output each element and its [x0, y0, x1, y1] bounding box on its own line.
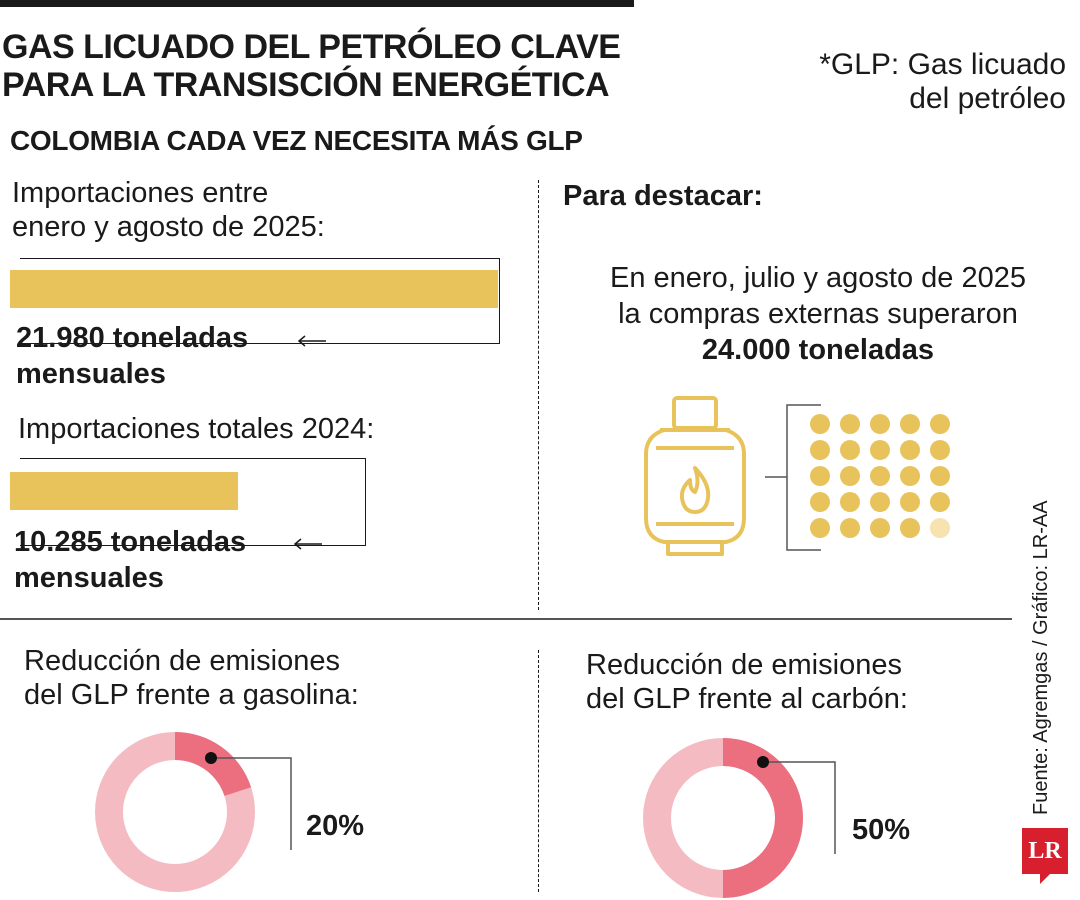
dot-filled — [810, 440, 830, 460]
lr-logo: LR — [1022, 828, 1068, 874]
bar1-fill — [10, 270, 498, 308]
bar2-fill — [10, 472, 238, 510]
bar1-label-line-2: enero y agosto de 2025: — [12, 211, 325, 243]
source-credit: Fuente: Agremgas / Gráfico: LR-AA — [1030, 500, 1052, 815]
donut-share-slice — [723, 738, 803, 898]
subtitle: COLOMBIA CADA VEZ NECESITA MÁS GLP — [10, 125, 583, 156]
dot-filled — [930, 492, 950, 512]
dot-filled — [900, 518, 920, 538]
horizontal-divider — [0, 618, 1012, 620]
callout-line — [763, 761, 836, 854]
dot-filled — [930, 414, 950, 434]
donut1-value: 20% — [306, 810, 365, 842]
dot-grid — [810, 414, 950, 538]
highlight-heading: Para destacar: — [563, 180, 763, 212]
donut1-chart — [95, 732, 292, 892]
dot-filled — [870, 440, 890, 460]
donut2-label-line-1: Reducción de emisiones — [586, 649, 902, 681]
dot-filled — [870, 466, 890, 486]
dot-filled — [810, 518, 830, 538]
donut2-label: Reducción de emisiones del GLP frente al… — [586, 648, 908, 716]
donut-share-slice — [175, 732, 252, 796]
highlight-text: En enero, julio y agosto de 2025 la comp… — [548, 260, 1080, 368]
donut2-chart — [643, 738, 836, 898]
glossary-note: *GLP: Gas licuado del petróleo — [819, 48, 1066, 116]
title-line-2: PARA LA TRANSISCIÓN ENERGÉTICA — [2, 66, 610, 104]
title-line-1: GAS LICUADO DEL PETRÓLEO CLAVE — [2, 28, 621, 66]
dot-filled — [810, 492, 830, 512]
dot-filled — [930, 466, 950, 486]
donut1-label-line-1: Reducción de emisiones — [24, 645, 340, 677]
dot-partial — [930, 518, 950, 538]
highlight-line-1: En enero, julio y agosto de 2025 — [610, 262, 1026, 294]
callout-dot — [757, 756, 769, 768]
page-title: GAS LICUADO DEL PETRÓLEO CLAVE PARA LA T… — [2, 28, 621, 104]
donut2-value: 50% — [852, 814, 911, 846]
bar1-label-line-1: Importaciones entre — [12, 177, 269, 209]
bar1-arrow-icon — [297, 335, 326, 347]
donut1-label-line-2: del GLP frente a gasolina: — [24, 679, 359, 711]
bar2-label: Importaciones totales 2024: — [18, 413, 375, 445]
dot-filled — [900, 492, 920, 512]
dot-filled — [840, 414, 860, 434]
donut1-label: Reducción de emisiones del GLP frente a … — [24, 644, 359, 712]
dot-filled — [840, 466, 860, 486]
dot-filled — [870, 492, 890, 512]
bar1-fill-start — [10, 270, 22, 308]
highlight-value: 24.000 toneladas — [701, 334, 935, 366]
highlight-line-2: la compras externas superaron — [618, 298, 1018, 330]
bar1-value: 21.980 toneladas mensuales — [16, 320, 248, 392]
top-rule — [0, 0, 634, 7]
gas-cylinder-icon — [644, 396, 746, 556]
bar2-value-line-1: 10.285 toneladas — [14, 526, 247, 558]
bar2-value: 10.285 toneladas mensuales — [14, 524, 246, 596]
vertical-divider-top — [538, 180, 539, 610]
bar2-value-line-2: mensuales — [14, 562, 164, 594]
bar1-label: Importaciones entre enero y agosto de 20… — [12, 176, 325, 244]
callout-line — [211, 757, 292, 850]
bracket-connector — [765, 404, 821, 551]
dot-filled — [810, 414, 830, 434]
lr-logo-tail — [1040, 874, 1050, 884]
dot-filled — [870, 518, 890, 538]
bar1-value-line-2: mensuales — [16, 358, 166, 390]
donut2-label-line-2: del GLP frente al carbón: — [586, 683, 908, 715]
dot-filled — [900, 466, 920, 486]
dot-filled — [870, 414, 890, 434]
bar1-value-line-1: 21.980 toneladas — [16, 322, 249, 354]
vertical-divider-bottom — [538, 650, 539, 892]
dot-filled — [930, 440, 950, 460]
dot-filled — [840, 518, 860, 538]
dot-filled — [810, 466, 830, 486]
dot-filled — [840, 492, 860, 512]
dot-filled — [840, 440, 860, 460]
note-line-2: del petróleo — [909, 82, 1066, 115]
dot-filled — [900, 414, 920, 434]
callout-dot — [205, 752, 217, 764]
note-line-1: *GLP: Gas licuado — [819, 48, 1066, 81]
dot-filled — [900, 440, 920, 460]
bar2-arrow-icon — [293, 538, 322, 550]
